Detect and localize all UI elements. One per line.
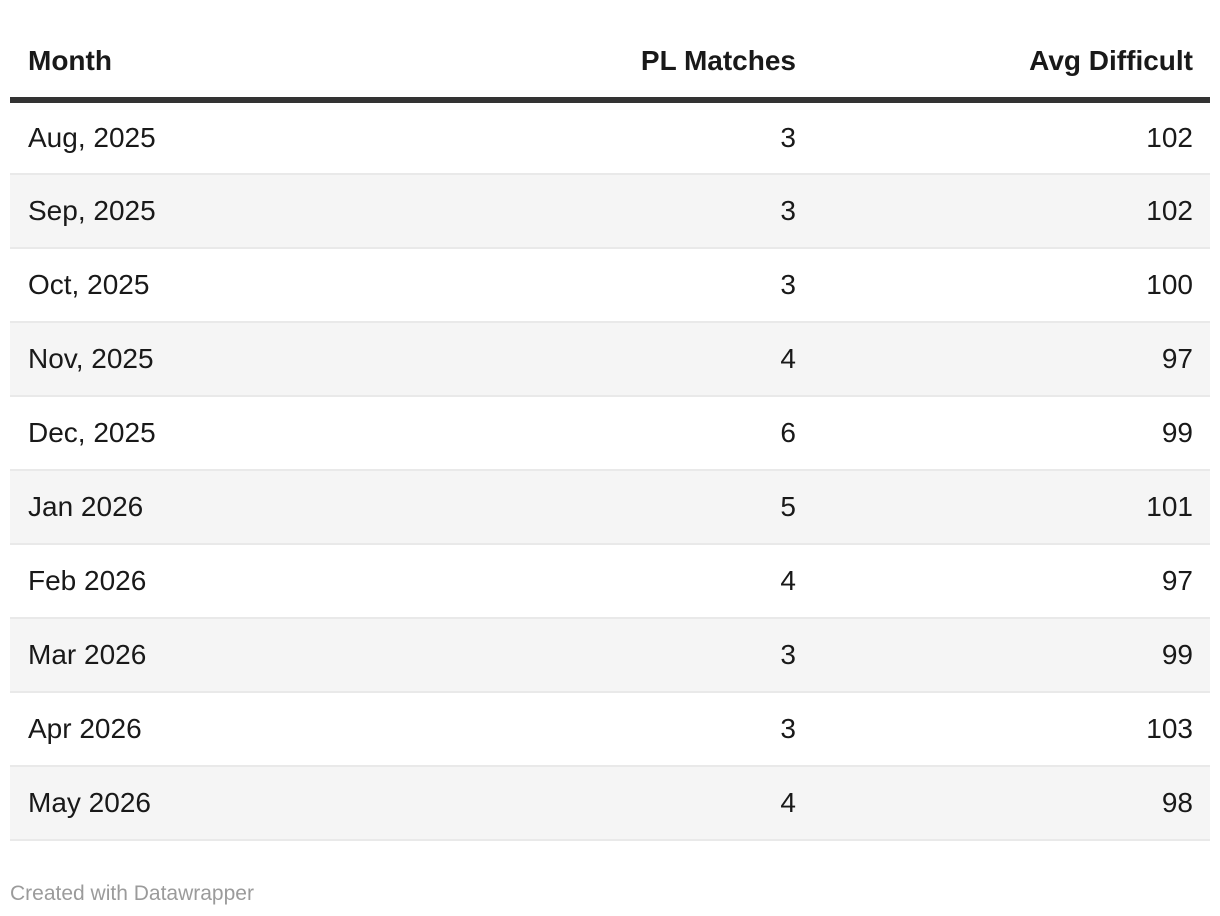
column-header-month: Month: [10, 0, 460, 103]
header-row: Month PL Matches Avg Difficult: [10, 0, 1210, 103]
month-cell: Dec, 2025: [10, 396, 460, 471]
month-cell: Oct, 2025: [10, 248, 460, 323]
avg-difficult-cell: 97: [810, 322, 1210, 397]
month-cell: Aug, 2025: [10, 100, 460, 175]
avg-difficult-cell: 102: [810, 174, 1210, 249]
month-cell: Jan 2026: [10, 470, 460, 545]
column-header-pl-matches: PL Matches: [460, 0, 810, 103]
pl-matches-cell: 3: [460, 692, 810, 767]
pl-matches-cell: 5: [460, 470, 810, 545]
avg-difficult-cell: 98: [810, 766, 1210, 841]
avg-difficult-cell: 97: [810, 544, 1210, 619]
avg-difficult-cell: 99: [810, 396, 1210, 471]
avg-difficult-cell: 100: [810, 248, 1210, 323]
column-header-avg-difficult: Avg Difficult: [810, 0, 1210, 103]
table-row: May 2026 4 98: [10, 766, 1210, 841]
table-row: Jan 2026 5 101: [10, 470, 1210, 545]
table-row: Nov, 2025 4 97: [10, 322, 1210, 397]
avg-difficult-cell: 99: [810, 618, 1210, 693]
month-cell: Sep, 2025: [10, 174, 460, 249]
pl-matches-cell: 3: [460, 100, 810, 175]
month-cell: May 2026: [10, 766, 460, 841]
table-body: Aug, 2025 3 102 Sep, 2025 3 102 Oct, 2025 3 100 N…: [10, 100, 1210, 841]
avg-difficult-cell: 102: [810, 100, 1210, 175]
month-cell: Feb 2026: [10, 544, 460, 619]
avg-difficult-cell: 103: [810, 692, 1210, 767]
pl-matches-cell: 6: [460, 396, 810, 471]
table-row: Sep, 2025 3 102: [10, 174, 1210, 249]
table-row: Mar 2026 3 99: [10, 618, 1210, 693]
pl-matches-cell: 3: [460, 618, 810, 693]
avg-difficult-cell: 101: [810, 470, 1210, 545]
month-cell: Nov, 2025: [10, 322, 460, 397]
table-row: Oct, 2025 3 100: [10, 248, 1210, 323]
pl-matches-cell: 3: [460, 248, 810, 323]
data-table: Month PL Matches Avg Difficult Aug, 2025…: [10, 0, 1210, 841]
table-row: Apr 2026 3 103: [10, 692, 1210, 767]
datawrapper-attribution-link[interactable]: Created with Datawrapper: [10, 882, 254, 905]
attribution-line: Created with Datawrapper: [10, 841, 1210, 906]
month-cell: Apr 2026: [10, 692, 460, 767]
pl-matches-cell: 3: [460, 174, 810, 249]
datawrapper-table-chart: Month PL Matches Avg Difficult Aug, 2025…: [10, 0, 1210, 906]
pl-matches-cell: 4: [460, 322, 810, 397]
pl-matches-cell: 4: [460, 544, 810, 619]
table-row: Feb 2026 4 97: [10, 544, 1210, 619]
table-header: Month PL Matches Avg Difficult: [10, 0, 1210, 103]
pl-matches-cell: 4: [460, 766, 810, 841]
month-cell: Mar 2026: [10, 618, 460, 693]
table-row: Dec, 2025 6 99: [10, 396, 1210, 471]
table-row: Aug, 2025 3 102: [10, 100, 1210, 175]
